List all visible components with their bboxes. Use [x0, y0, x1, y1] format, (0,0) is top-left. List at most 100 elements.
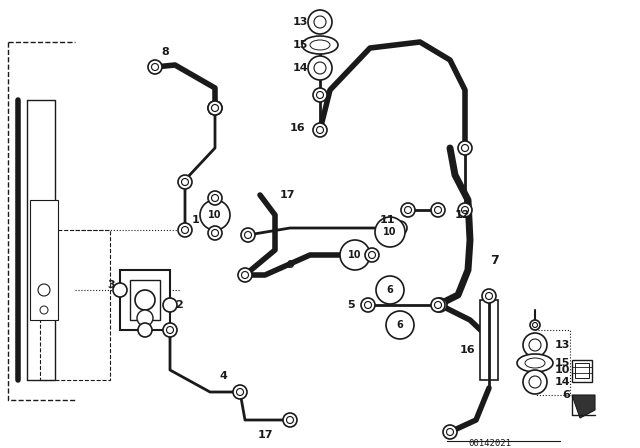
Circle shape	[530, 320, 540, 330]
Circle shape	[314, 16, 326, 28]
Circle shape	[233, 385, 247, 399]
Text: 11: 11	[380, 215, 396, 225]
Circle shape	[529, 339, 541, 351]
Bar	[575, 363, 589, 378]
Circle shape	[361, 298, 375, 312]
Text: 9: 9	[286, 260, 294, 270]
Circle shape	[386, 311, 414, 339]
Text: 8: 8	[161, 47, 169, 57]
Circle shape	[532, 323, 538, 327]
Circle shape	[211, 104, 218, 112]
Text: 6: 6	[562, 390, 570, 400]
Circle shape	[208, 191, 222, 205]
Bar	[572, 360, 592, 382]
Text: 14: 14	[292, 63, 308, 73]
Circle shape	[317, 91, 323, 99]
Circle shape	[340, 240, 370, 270]
Polygon shape	[572, 395, 595, 418]
Circle shape	[461, 145, 468, 151]
Circle shape	[283, 413, 297, 427]
Text: 1: 1	[192, 215, 200, 225]
Circle shape	[482, 289, 496, 303]
Circle shape	[241, 271, 248, 279]
Circle shape	[163, 298, 177, 312]
Text: 16: 16	[460, 345, 475, 355]
Circle shape	[208, 101, 222, 115]
Circle shape	[376, 276, 404, 304]
Circle shape	[138, 323, 152, 337]
Text: 5: 5	[348, 300, 355, 310]
Text: 16: 16	[289, 123, 305, 133]
Circle shape	[135, 290, 155, 310]
Circle shape	[369, 251, 376, 258]
Circle shape	[178, 175, 192, 189]
Circle shape	[435, 207, 442, 214]
Bar	[120, 270, 170, 330]
Ellipse shape	[310, 40, 330, 50]
Circle shape	[182, 227, 189, 233]
Ellipse shape	[525, 358, 545, 368]
Circle shape	[435, 302, 442, 309]
Circle shape	[211, 229, 218, 237]
Circle shape	[404, 207, 412, 214]
Text: 3: 3	[108, 280, 115, 290]
Circle shape	[237, 388, 243, 396]
Text: 13: 13	[292, 17, 308, 27]
Circle shape	[375, 217, 405, 247]
Text: 6: 6	[387, 285, 394, 295]
Circle shape	[178, 223, 192, 237]
Circle shape	[38, 284, 50, 296]
Bar	[30, 200, 58, 320]
Circle shape	[208, 226, 222, 240]
Circle shape	[523, 333, 547, 357]
Text: 6: 6	[397, 320, 403, 330]
Circle shape	[313, 123, 327, 137]
Circle shape	[287, 417, 294, 423]
Circle shape	[317, 126, 323, 134]
Circle shape	[433, 298, 447, 312]
Text: 2: 2	[175, 300, 183, 310]
Circle shape	[244, 232, 252, 238]
Circle shape	[458, 141, 472, 155]
Circle shape	[314, 62, 326, 74]
Text: 12: 12	[455, 210, 470, 220]
Circle shape	[166, 327, 173, 333]
Text: 17: 17	[280, 190, 296, 200]
Circle shape	[308, 10, 332, 34]
Text: 00142021: 00142021	[468, 439, 511, 448]
Ellipse shape	[517, 354, 553, 372]
Text: 10: 10	[383, 227, 397, 237]
Bar	[480, 300, 498, 380]
Circle shape	[200, 200, 230, 230]
Circle shape	[208, 101, 222, 115]
Circle shape	[393, 221, 407, 235]
Circle shape	[458, 203, 472, 217]
Circle shape	[211, 104, 218, 112]
Circle shape	[365, 248, 379, 262]
Circle shape	[148, 60, 162, 74]
Circle shape	[113, 283, 127, 297]
Text: 15: 15	[555, 358, 570, 368]
Circle shape	[152, 64, 159, 70]
Circle shape	[401, 203, 415, 217]
Circle shape	[238, 268, 252, 282]
Circle shape	[351, 251, 358, 258]
Circle shape	[40, 306, 48, 314]
Text: 14: 14	[555, 377, 571, 387]
Circle shape	[348, 248, 362, 262]
Circle shape	[461, 207, 468, 214]
Text: 10: 10	[348, 250, 362, 260]
Circle shape	[431, 298, 445, 312]
Circle shape	[313, 88, 327, 102]
Circle shape	[443, 425, 457, 439]
Circle shape	[486, 293, 493, 300]
Circle shape	[436, 302, 444, 309]
Text: 17: 17	[257, 430, 273, 440]
Circle shape	[529, 376, 541, 388]
Circle shape	[182, 178, 189, 185]
Circle shape	[447, 428, 454, 435]
Circle shape	[163, 323, 177, 337]
Text: 7: 7	[490, 254, 499, 267]
Text: 15: 15	[292, 40, 308, 50]
Circle shape	[241, 228, 255, 242]
